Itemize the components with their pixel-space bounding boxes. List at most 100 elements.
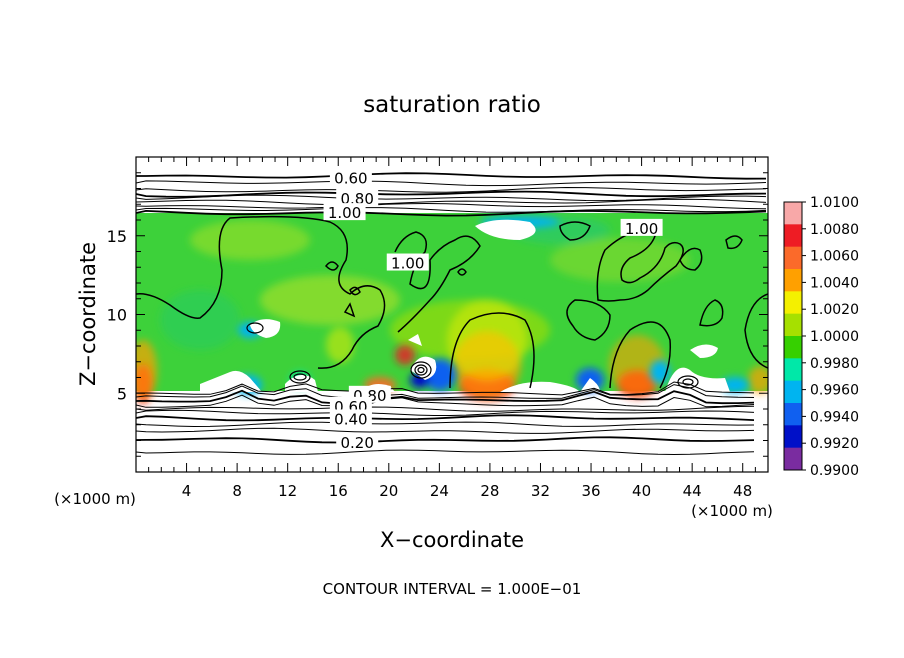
x-axis-title: X−coordinate: [380, 528, 524, 552]
colorbar-label: 1.0100: [810, 195, 859, 211]
contour-line: [744, 293, 768, 369]
contour-label-bg: [336, 433, 379, 451]
gap: [500, 381, 580, 392]
contour-line: [679, 247, 703, 271]
contour-label-bg: [336, 188, 379, 206]
warm-plume: [136, 340, 157, 400]
warm-plume: [748, 366, 768, 394]
contour-line: [136, 414, 755, 422]
contour-label: 1.00: [328, 204, 361, 222]
colorbar: 1.0100 1.0080 1.0060 1.0040 1.0020 1.0000 0.99…: [783, 195, 859, 479]
x-tick-label: 4: [182, 482, 192, 500]
colorbar-label: 1.0060: [810, 249, 859, 265]
x-tick-label: 48: [733, 482, 752, 500]
contour-line: [136, 207, 767, 213]
contour-label: 0.60: [334, 169, 367, 187]
contour-line: [699, 299, 724, 327]
colorbar-swatch: [784, 313, 802, 337]
colorbar-label: 1.0040: [810, 275, 859, 291]
colorbar-swatch: [784, 246, 802, 270]
contour-ring: [414, 364, 428, 376]
contour-line: [136, 198, 767, 206]
x-tick-label: 44: [683, 482, 702, 500]
contour-ring: [677, 375, 699, 389]
field-patch: [160, 290, 240, 350]
x-tick-label: 8: [232, 482, 242, 500]
contour-ring: [682, 378, 694, 386]
colorbar-swatch: [784, 425, 802, 449]
colorbar-label: 1.0000: [810, 329, 859, 345]
contour-line: [136, 180, 767, 187]
contour-line: [136, 190, 767, 198]
contour-line: [136, 215, 386, 369]
contour-line: [349, 286, 361, 296]
x-tick-label: 12: [278, 482, 297, 500]
colorbar-swatch: [784, 380, 802, 404]
contour-line: [136, 405, 755, 412]
contour-ring: [289, 370, 311, 384]
contour-line: [343, 302, 356, 318]
contour-line: [457, 268, 467, 276]
x-tick-label: 28: [480, 482, 499, 500]
contour-line: [136, 194, 767, 202]
colorbar-swatch: [784, 202, 802, 225]
contour-line: [725, 235, 743, 250]
contour-ring: [246, 322, 264, 334]
gap: [408, 334, 422, 346]
colorbar-swatch: [784, 269, 802, 292]
field-patch: [190, 220, 310, 260]
x-axis-unit-right: (×1000 m): [691, 502, 773, 520]
contour-line: [136, 427, 755, 434]
y-tick-label: 5: [117, 384, 127, 403]
contour-line: [136, 421, 755, 428]
colorbar-swatch: [784, 224, 802, 248]
colorbar-label: 0.9920: [810, 436, 859, 452]
contour-label: 1.00: [391, 255, 424, 273]
contour-label-bg: [329, 409, 372, 427]
colorbar-swatch: [784, 291, 802, 315]
contour-line: [136, 409, 755, 416]
contour-line: [449, 312, 535, 389]
contour-line: [136, 209, 767, 217]
colorbar-label: 0.9940: [810, 409, 859, 425]
y-tick-label: 10: [107, 306, 127, 325]
contour-line: [136, 449, 755, 456]
x-tick-label: 36: [581, 482, 600, 500]
gap: [200, 370, 262, 392]
contour-label-bg: [323, 203, 366, 221]
field-patch: [550, 238, 690, 282]
colorbar-label: 0.9980: [810, 356, 859, 372]
colorbar-label: 1.0080: [810, 222, 859, 238]
y-axis: 5 10 15: [107, 172, 768, 457]
colorbar-label: 1.0020: [810, 302, 859, 318]
upper-contour-lines: [136, 172, 767, 217]
contour-ring: [410, 361, 432, 379]
y-axis-title: Z−coordinate: [76, 242, 100, 386]
contour-label: 1.00: [625, 220, 658, 238]
contour-line: [394, 231, 481, 333]
warm-plume: [609, 335, 665, 395]
contour-label-bg: [329, 168, 372, 186]
colorbar-swatch: [784, 447, 802, 471]
colorbar-swatch: [784, 403, 802, 426]
colorbar-label: 0.9960: [810, 383, 859, 399]
contour-line: [136, 436, 755, 444]
plot-area: 0.600.801.001.001.000.800.600.400.20: [136, 157, 768, 472]
contour-label: 0.20: [340, 434, 373, 452]
contour-label-bg: [386, 253, 429, 271]
chart-title: saturation ratio: [363, 92, 541, 118]
y-tick-label: 15: [107, 227, 127, 246]
saturation-field: [136, 213, 768, 404]
colorbar-swatch: [784, 336, 802, 359]
colorbar-swatch: [784, 358, 802, 382]
contour-interval-note: CONTOUR INTERVAL = 1.000E−01: [323, 580, 582, 598]
colorbar-label: 0.9900: [810, 463, 859, 479]
x-tick-label: 20: [379, 482, 398, 500]
x-tick-label: 32: [531, 482, 550, 500]
x-tick-label: 16: [329, 482, 348, 500]
warm-plume: [447, 300, 527, 380]
contour-ring: [293, 373, 307, 381]
x-axis: 4 8 12 16 20 24 28 32 36 40 44 48: [148, 157, 756, 500]
contour-line: [136, 186, 767, 193]
